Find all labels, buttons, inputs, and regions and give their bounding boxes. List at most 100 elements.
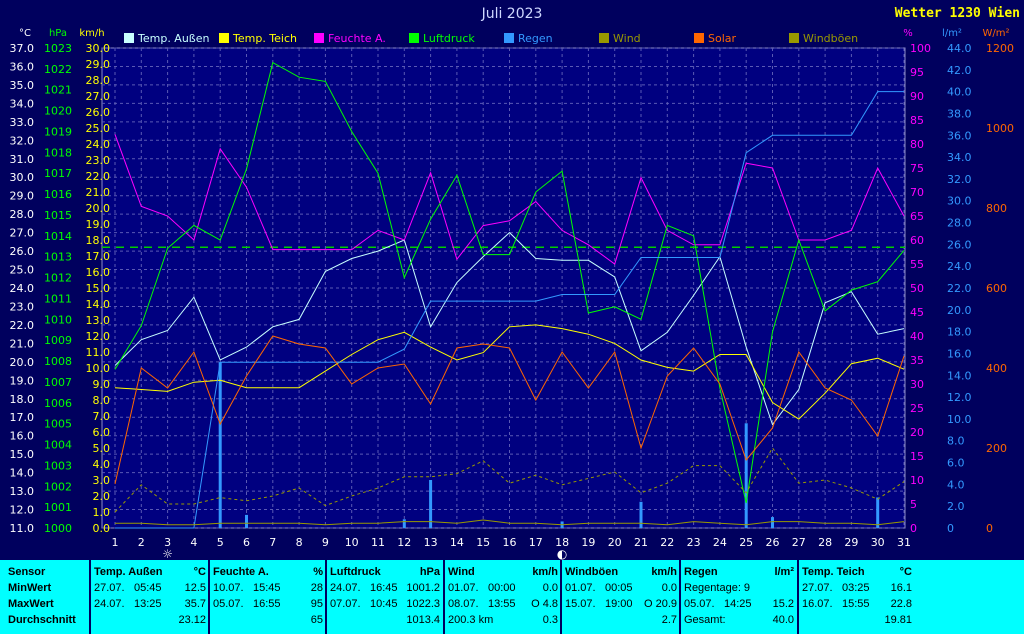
series-line-temp-au-en [114, 231, 905, 426]
humidity-tick-label: 40 [910, 330, 924, 343]
pressure-tick-label: 1022 [44, 63, 72, 76]
temp-tick-label: 27.0 [10, 227, 35, 240]
row-date: 16.07. [802, 598, 833, 610]
row-date: Regentage: 9 [684, 582, 751, 594]
row-value: 28 [310, 582, 323, 594]
temp-tick-label: 12.0 [10, 504, 35, 517]
panel-unit: hPa [419, 566, 440, 578]
series-line-regen [115, 91, 904, 529]
rain-tick-label: 8.0 [947, 435, 965, 448]
day-tick-label: 24 [713, 536, 727, 549]
humidity-tick-label: 60 [910, 234, 924, 247]
series-line-solar [114, 335, 905, 485]
day-tick-label: 16 [503, 536, 517, 549]
rain-tick-label: 34.0 [947, 151, 972, 164]
wind-tick-label: 5.0 [93, 442, 111, 455]
temp-tick-label: 15.0 [10, 448, 35, 461]
row-value: 65 [310, 614, 323, 626]
humidity-tick-label: 5 [910, 498, 917, 511]
day-tick-label: 23 [687, 536, 701, 549]
rain-bar [744, 423, 748, 528]
day-tick-label: 17 [529, 536, 543, 549]
temp-tick-label: 32.0 [10, 134, 35, 147]
temp-tick-label: 23.0 [10, 300, 35, 313]
statistics-footer: Sensor MinWert MaxWert Durchschnitt Temp. Au… [0, 560, 1024, 634]
wind-tick-label: 30.0 [86, 42, 111, 55]
wind-tick-label: 19.0 [86, 218, 111, 231]
humidity-tick-label: 90 [910, 90, 924, 103]
stats-row: Durchschnitt [8, 614, 88, 630]
panel-title: Sensor [8, 566, 46, 578]
stats-panel: Feuchte A.% 10.07. 15:45 28 05.07. 16:55 95 65 [213, 566, 323, 632]
row-date: 15.07. [565, 598, 596, 610]
day-tick-label: 15 [476, 536, 490, 549]
temp-tick-label: 19.0 [10, 374, 35, 387]
temp-unit-label: °C [19, 28, 31, 39]
day-tick-label: 8 [296, 536, 303, 549]
panel-title: Windböen [565, 566, 619, 578]
temp-tick-label: 37.0 [10, 42, 35, 55]
legend-label: Feuchte A. [328, 32, 386, 45]
row-time: 15:45 [253, 582, 281, 594]
series-line-wind [115, 519, 905, 526]
pressure-tick-label: 1008 [44, 355, 72, 368]
row-value: 16.1 [890, 582, 912, 594]
chart-title: Juli 2023 [481, 6, 543, 22]
humidity-tick-label: 30 [910, 378, 924, 391]
humidity-tick-label: 55 [910, 258, 924, 271]
row-label: MaxWert [8, 598, 54, 610]
wind-tick-label: 27.0 [86, 90, 111, 103]
stats-row: 01.07. 00:05 0.0 [565, 582, 677, 598]
legend-label: Solar [708, 32, 737, 45]
row-value: 22.8 [890, 598, 912, 610]
temp-tick-label: 31.0 [10, 153, 35, 166]
wind-tick-label: 11.0 [86, 346, 111, 359]
day-tick-label: 10 [345, 536, 359, 549]
wind-tick-label: 3.0 [93, 474, 111, 487]
rain-bar [218, 362, 222, 528]
row-time: 19:00 [605, 598, 633, 610]
day-tick-label: 11 [371, 536, 385, 549]
rain-tick-label: 36.0 [947, 129, 972, 142]
panel-title: Regen [684, 566, 718, 578]
wind-tick-label: 14.0 [86, 298, 111, 311]
wind-tick-label: 22.0 [86, 170, 111, 183]
wind-tick-label: 23.0 [86, 154, 111, 167]
temp-tick-label: 35.0 [10, 79, 35, 92]
solar-tick-label: 1200 [986, 42, 1014, 55]
stats-row: 01.07. 00:00 0.0 [448, 582, 558, 598]
row-time: 00:05 [605, 582, 633, 594]
row-date: 07.07. [330, 598, 361, 610]
rain-bar [245, 514, 248, 528]
temp-tick-label: 29.0 [10, 190, 35, 203]
day-tick-label: 20 [608, 536, 622, 549]
day-tick-label: 26 [766, 536, 780, 549]
wind-tick-label: 7.0 [93, 410, 111, 423]
row-date: 27.07. [802, 582, 833, 594]
row-time: 05:45 [134, 582, 162, 594]
humidity-tick-label: 10 [910, 474, 924, 487]
day-tick-label: 27 [792, 536, 806, 549]
pressure-unit-label: hPa [49, 28, 67, 39]
stats-panel: Regen l/m² Regentage: 9 05.07. 14:25 15.2 Gesa… [684, 566, 794, 632]
row-time: 00:00 [488, 582, 516, 594]
row-time: 03:25 [842, 582, 870, 594]
temp-tick-label: 28.0 [10, 208, 35, 221]
day-tick-label: 28 [818, 536, 832, 549]
day-tick-label: 14 [450, 536, 464, 549]
day-tick-label: 19 [581, 536, 595, 549]
day-tick-label: 25 [739, 536, 753, 549]
temp-tick-label: 36.0 [10, 60, 35, 73]
panel-separator [560, 560, 562, 634]
stats-panel: Temp. Außen °C 27.07. 05:45 12.5 24.07. 13:25 3… [94, 566, 206, 632]
day-tick-label: 4 [190, 536, 197, 549]
stats-row: MinWert [8, 582, 88, 598]
row-time: 10:45 [370, 598, 398, 610]
row-date: 05.07. [684, 598, 715, 610]
pressure-tick-label: 1013 [44, 251, 72, 264]
wind-tick-label: 4.0 [93, 458, 111, 471]
humidity-unit-label: % [903, 28, 913, 39]
row-value: O 4.8 [531, 598, 558, 610]
row-time: 16:55 [253, 598, 281, 610]
stats-row: 15.07. 19:00 O 20.9 [565, 598, 677, 614]
